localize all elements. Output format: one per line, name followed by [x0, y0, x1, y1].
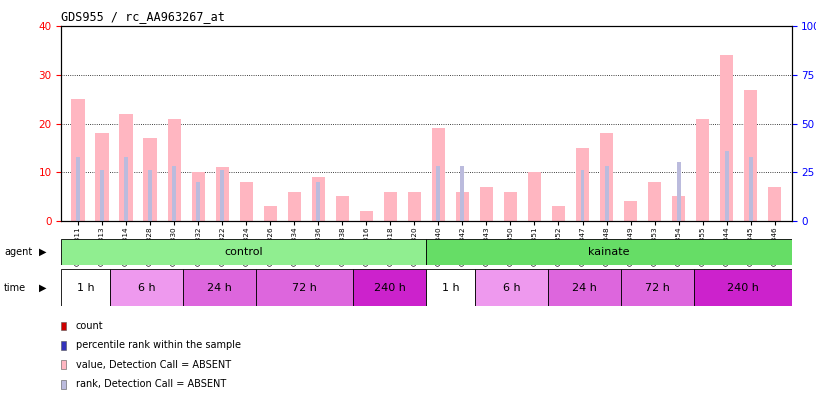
Bar [600, 133, 613, 221]
Bar [676, 162, 681, 221]
Bar [460, 166, 464, 221]
Text: time: time [4, 283, 26, 292]
Bar [437, 166, 441, 221]
Text: ▶: ▶ [39, 283, 47, 292]
Bar [426, 269, 475, 306]
Bar [72, 99, 85, 221]
Text: ▶: ▶ [39, 247, 47, 257]
Bar [220, 170, 224, 221]
Bar [61, 269, 110, 306]
Bar [287, 192, 301, 221]
Text: value, Detection Call = ABSENT: value, Detection Call = ABSENT [76, 360, 231, 370]
Text: count: count [76, 321, 104, 331]
Bar [110, 269, 183, 306]
Bar [749, 157, 752, 221]
Bar [335, 196, 349, 221]
Bar [172, 166, 176, 221]
Bar [548, 269, 621, 306]
Bar [580, 170, 584, 221]
Bar [694, 269, 792, 306]
Bar [672, 196, 685, 221]
Bar [720, 55, 734, 221]
Text: 72 h: 72 h [292, 283, 317, 292]
Bar [192, 172, 205, 221]
Text: 24 h: 24 h [207, 283, 232, 292]
Bar [621, 269, 694, 306]
Bar [725, 151, 729, 221]
Bar [95, 133, 109, 221]
Bar [264, 206, 277, 221]
Bar [196, 182, 200, 221]
Bar [475, 269, 548, 306]
Text: 72 h: 72 h [645, 283, 670, 292]
Bar [100, 170, 104, 221]
Bar [61, 239, 426, 265]
Bar [124, 157, 128, 221]
Bar [353, 269, 426, 306]
Bar [552, 206, 565, 221]
Bar [503, 192, 517, 221]
Bar [426, 239, 792, 265]
Text: percentile rank within the sample: percentile rank within the sample [76, 341, 241, 350]
Bar [240, 182, 253, 221]
Bar [605, 166, 609, 221]
Text: 6 h: 6 h [503, 283, 521, 292]
Bar [119, 114, 133, 221]
Bar [384, 192, 397, 221]
Text: 24 h: 24 h [572, 283, 597, 292]
Text: 240 h: 240 h [374, 283, 406, 292]
Bar [624, 201, 637, 221]
Bar [144, 138, 157, 221]
Text: 1 h: 1 h [77, 283, 95, 292]
Bar [167, 119, 180, 221]
Bar [648, 182, 661, 221]
Bar [256, 269, 353, 306]
Bar [456, 192, 469, 221]
Text: kainate: kainate [588, 247, 630, 257]
Bar [744, 90, 757, 221]
Bar [317, 182, 320, 221]
Bar [696, 119, 709, 221]
Text: 240 h: 240 h [727, 283, 759, 292]
Text: agent: agent [4, 247, 33, 257]
Bar [408, 192, 421, 221]
Text: rank, Detection Call = ABSENT: rank, Detection Call = ABSENT [76, 379, 226, 389]
Text: 1 h: 1 h [442, 283, 459, 292]
Bar [215, 167, 228, 221]
Bar [576, 148, 589, 221]
Bar [528, 172, 541, 221]
Bar [360, 211, 373, 221]
Text: GDS955 / rc_AA963267_at: GDS955 / rc_AA963267_at [61, 10, 225, 23]
Bar [432, 128, 445, 221]
Bar [768, 187, 781, 221]
Text: 6 h: 6 h [138, 283, 155, 292]
Bar [312, 177, 325, 221]
Bar [183, 269, 256, 306]
Text: control: control [224, 247, 263, 257]
Bar [76, 157, 80, 221]
Bar [149, 170, 152, 221]
Bar [480, 187, 493, 221]
